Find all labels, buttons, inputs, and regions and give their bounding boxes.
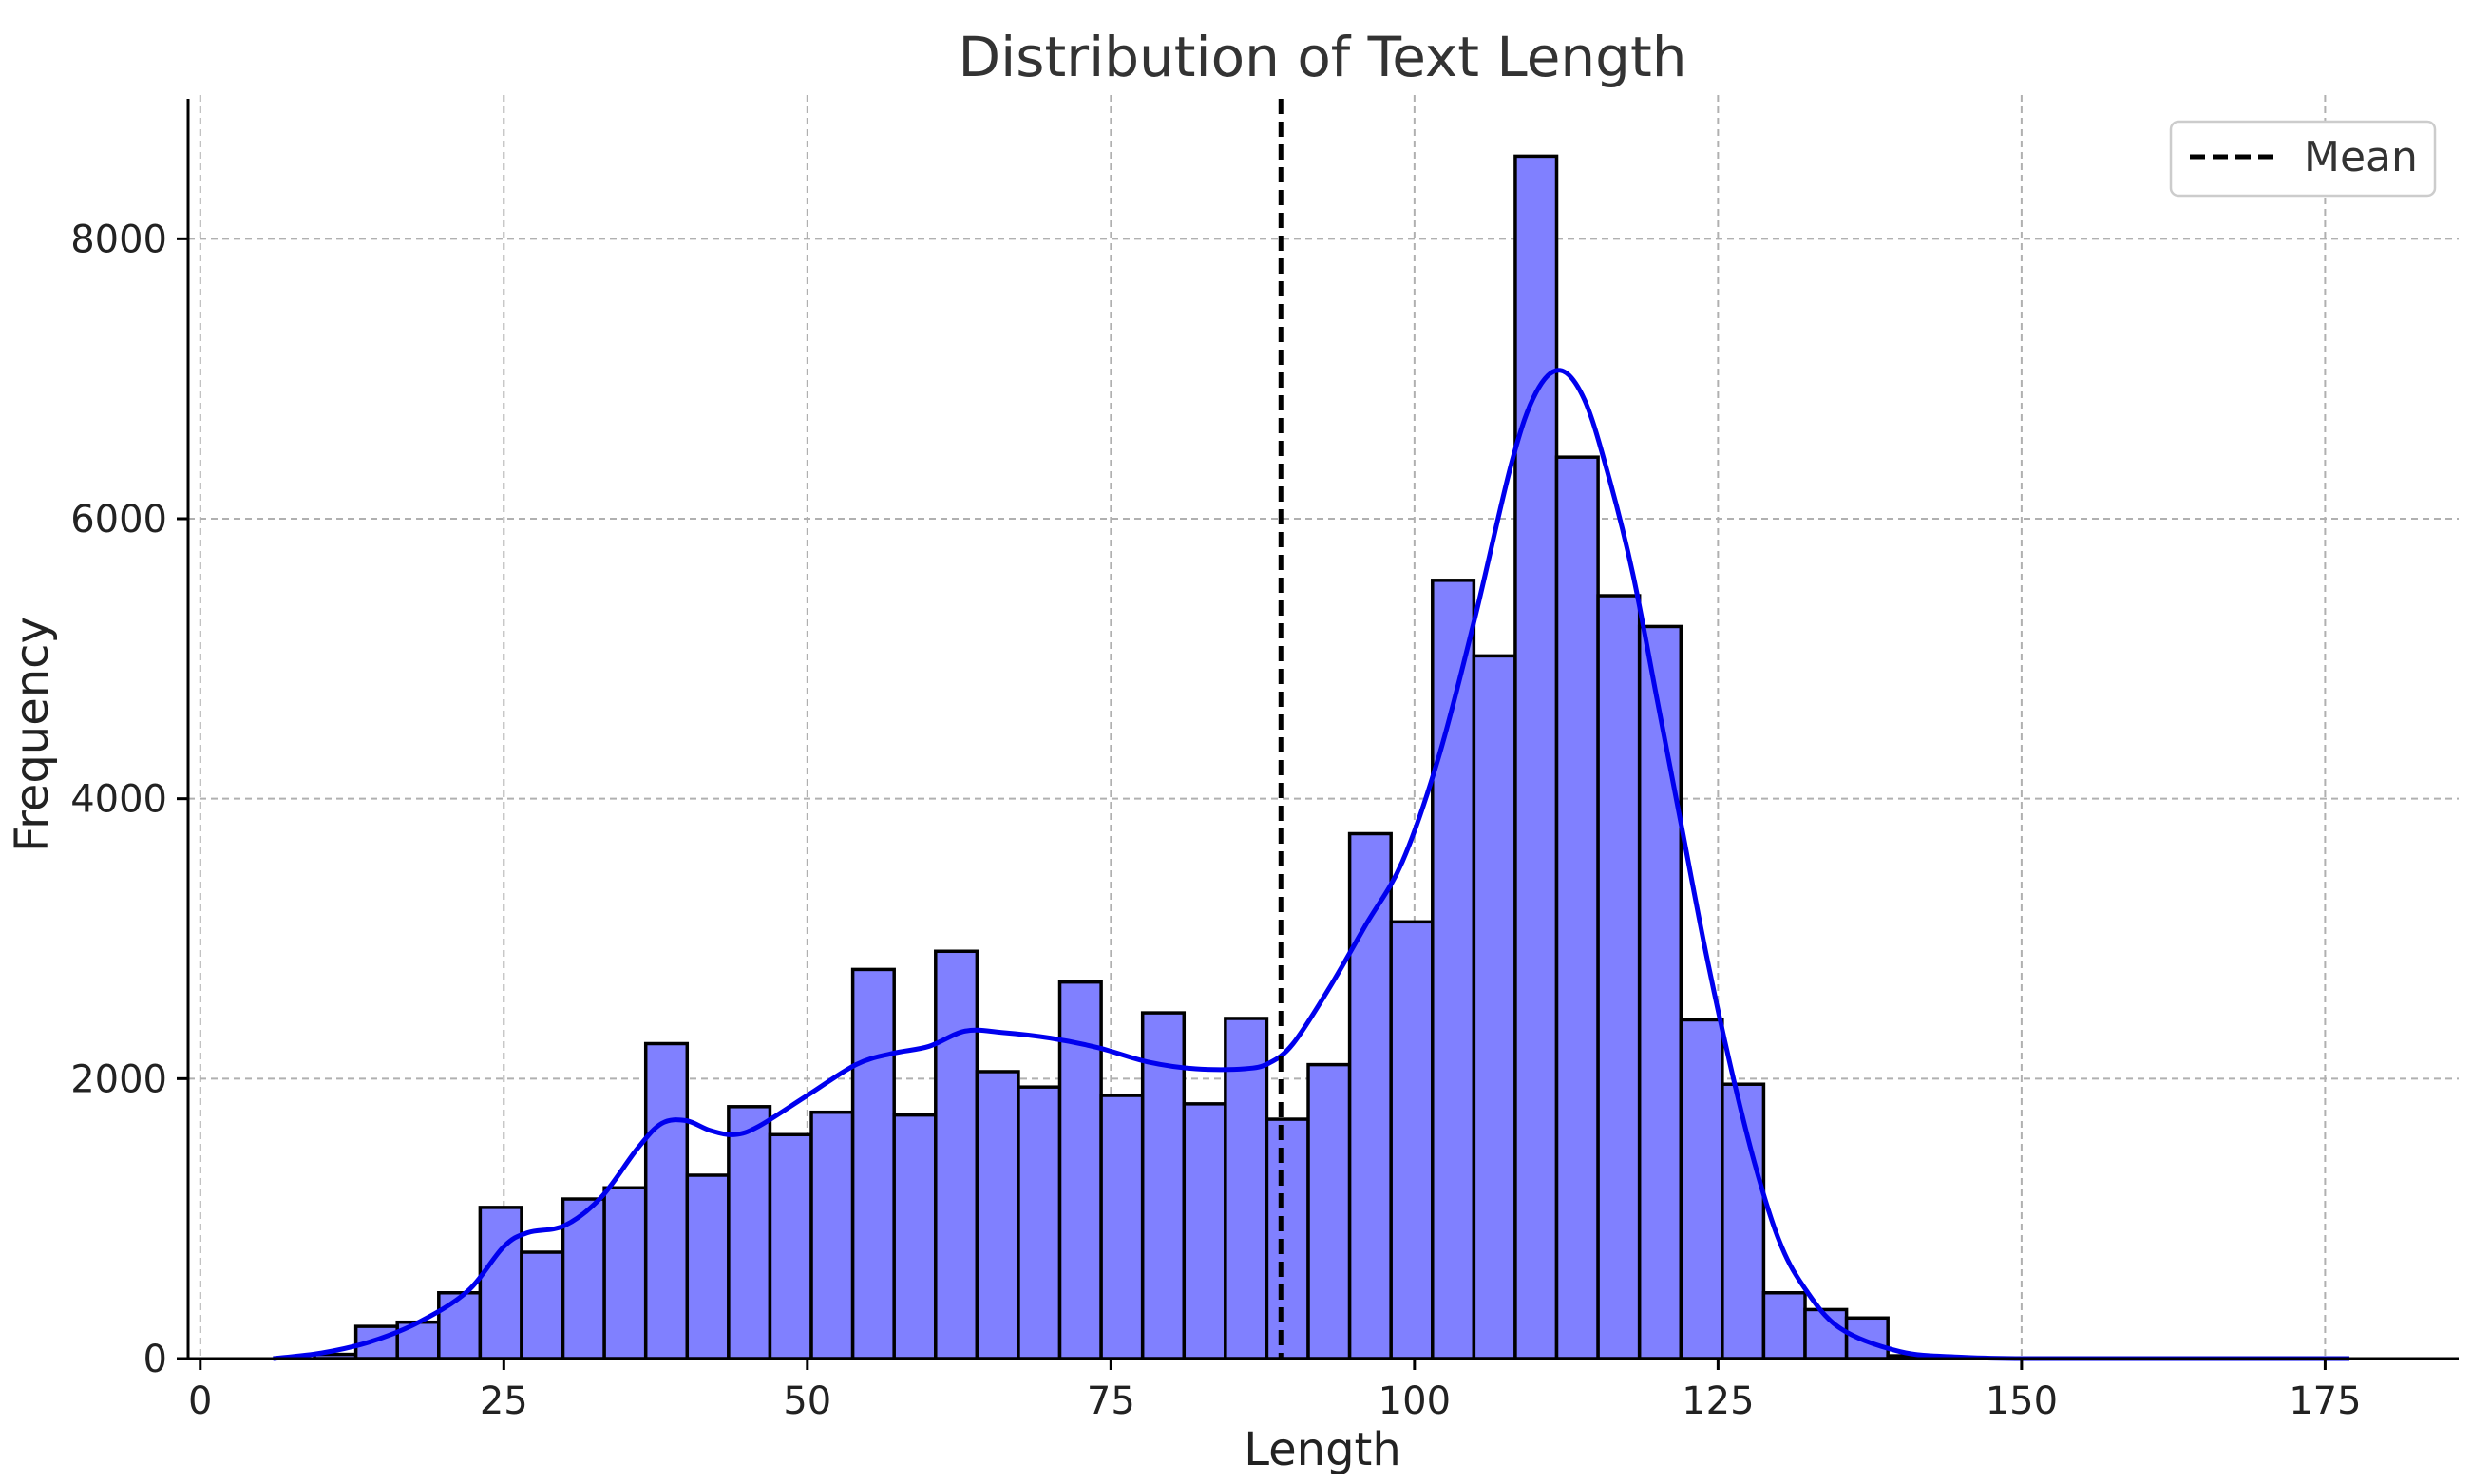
- histogram-bars: [273, 154, 2344, 1360]
- histogram-bar: [934, 949, 979, 1360]
- y-tick-label: 2000: [70, 1057, 167, 1101]
- histogram-bar: [1017, 1085, 1062, 1360]
- histogram-bar: [1554, 455, 1600, 1360]
- histogram-bar: [685, 1173, 731, 1360]
- y-tick-label: 4000: [70, 778, 167, 822]
- histogram-bar: [975, 1070, 1020, 1360]
- x-tick-label: 0: [188, 1379, 212, 1423]
- y-tick-label: 6000: [70, 498, 167, 542]
- histogram-bar: [1761, 1291, 1807, 1360]
- histogram-bar: [809, 1110, 855, 1360]
- histogram-bar: [768, 1132, 813, 1360]
- legend: Mean: [2169, 120, 2437, 198]
- histogram-bar: [1844, 1316, 1890, 1360]
- x-tick-label: 150: [1986, 1379, 2058, 1423]
- legend-mean-label: Mean: [2304, 133, 2418, 181]
- y-axis-label: Frequency: [6, 617, 59, 852]
- x-tick-label: 100: [1379, 1379, 1451, 1423]
- grid-lines: [188, 95, 2459, 1359]
- histogram-bar: [1679, 1018, 1724, 1360]
- axes: [186, 99, 2459, 1360]
- histogram-bar: [1721, 1082, 1766, 1360]
- x-tick-label: 25: [480, 1379, 528, 1423]
- histogram-bar: [727, 1105, 772, 1360]
- x-axis-label: Length: [1244, 1423, 1401, 1476]
- histogram-bar: [643, 1041, 690, 1360]
- histogram-bar: [520, 1250, 565, 1360]
- x-tick-label: 50: [783, 1379, 831, 1423]
- histogram-bar: [1389, 920, 1435, 1360]
- x-tick-label: 175: [2289, 1379, 2361, 1423]
- y-tick-label: 0: [143, 1338, 167, 1381]
- histogram-bar: [1637, 624, 1683, 1360]
- histogram-bar: [602, 1186, 648, 1360]
- histogram-bar: [561, 1197, 606, 1360]
- histogram-bar: [1513, 154, 1559, 1360]
- x-tick-label: 75: [1087, 1379, 1135, 1423]
- kde-curve-layer: [273, 368, 2349, 1361]
- histogram-bar: [1265, 1117, 1310, 1360]
- histogram-bar: [1347, 831, 1393, 1360]
- histogram-bar: [1306, 1062, 1352, 1360]
- histogram-bar: [478, 1206, 523, 1360]
- histogram-bar: [1472, 654, 1517, 1360]
- kde-curve: [273, 368, 2349, 1361]
- legend-box: [2169, 120, 2437, 198]
- chart-title: Distribution of Text Length: [959, 25, 1687, 89]
- x-tick-label: 125: [1682, 1379, 1754, 1423]
- tick-labels: 0 25 50 75 100 125 150 175 0 2000 4000 6000 8000: [70, 218, 2361, 1423]
- histogram-bar: [1596, 594, 1642, 1360]
- histogram-bar: [1182, 1102, 1227, 1360]
- histogram-bar: [437, 1291, 483, 1360]
- histogram-bar: [850, 967, 896, 1360]
- histogram-bar: [1099, 1094, 1145, 1360]
- y-tick-label: 8000: [70, 218, 167, 261]
- histogram-bar: [892, 1113, 938, 1360]
